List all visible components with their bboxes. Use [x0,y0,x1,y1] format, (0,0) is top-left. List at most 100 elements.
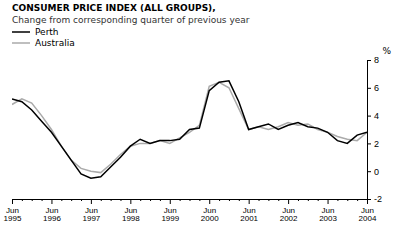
x-tick [229,199,230,201]
x-tick-mark [318,199,319,201]
x-tick-label: Jun1996 [43,206,61,224]
x-tick-label: Jun1997 [82,206,100,224]
x-tick-mark [91,199,92,204]
x-tick [22,199,23,201]
y-tick-mark [367,143,371,144]
x-tick-label: Jun2000 [201,206,219,224]
x-tick [150,199,151,201]
x-tick-mark [180,199,181,201]
x-tick [42,199,43,201]
legend-item: Australia [12,38,75,48]
x-tick-label: Jun1998 [122,206,140,224]
x-tick [140,199,141,201]
lines [12,81,367,178]
x-tick-mark [130,199,131,204]
plot: -2 0 2 4 6 8 Jun1995 Jun1996 Jun1997 Jun1998 Jun19… [4,55,382,223]
x-tick: Jun2002 [280,199,298,223]
x-tick-mark [190,199,191,201]
x-tick-mark [42,199,43,201]
x-tick: Jun2004 [359,199,377,223]
y-tick: -2 [367,194,382,204]
x-tick [268,199,269,201]
x-tick-mark [268,199,269,201]
y-label: % [382,46,391,56]
x-tick-mark [347,199,348,201]
x-tick-mark [357,199,358,201]
x-tick [357,199,358,201]
x-tick [298,199,299,201]
x-tick [239,199,240,201]
x-tick-label: Jun1995 [4,206,22,224]
x-tick [101,199,102,201]
y-tick: 4 [367,111,379,121]
x-tick [71,199,72,201]
x-tick [111,199,112,201]
x-tick-label: Jun2002 [280,206,298,224]
x-tick: Jun1998 [122,199,140,223]
x-tick: Jun1996 [43,199,61,223]
x-tick-mark [160,199,161,201]
x-tick: Jun1995 [4,199,22,223]
x-tick [219,199,220,201]
y-tick: 2 [367,139,379,149]
x-tick-mark [51,199,52,204]
y-tick-mark [367,88,371,89]
y-tick-label: 2 [374,139,379,149]
y-tick-mark [367,60,371,61]
chart: CONSUMER PRICE INDEX (ALL GROUPS), Change… [0,0,397,227]
x-tick [32,199,33,201]
x-tick [337,199,338,201]
x-axis-line [13,200,368,205]
legend-label: Perth [35,27,59,37]
subtitle: Change from corresponding quarter of pre… [12,15,250,25]
x-tick-mark [298,199,299,201]
x-tick-mark [120,199,121,201]
y-tick-label: 6 [374,83,379,93]
x-tick [199,199,200,201]
y-tick-label: 8 [374,55,379,65]
x-tick [308,199,309,201]
x-tick-label: Jun1999 [161,206,179,224]
y-tick: 6 [367,83,379,93]
x-tick-mark [170,199,171,204]
x-tick: Jun2001 [240,199,258,223]
x-tick [160,199,161,201]
x-tick-mark [32,199,33,201]
y-tick-label: 4 [374,111,379,121]
x-tick [120,199,121,201]
x-tick-mark [278,199,279,201]
x-tick: Jun2003 [319,199,337,223]
x-tick-label: Jun2003 [319,206,337,224]
y-tick: 0 [367,167,379,177]
x-tick-mark [308,199,309,201]
x-tick-mark [328,199,329,204]
legend-item: Perth [12,27,59,37]
x-tick-mark [219,199,220,201]
x-tick-mark [81,199,82,201]
y-tick: 8 [367,55,379,65]
x-tick-label: Jun2001 [240,206,258,224]
x-tick-mark [101,199,102,201]
x-tick [61,199,62,201]
x-tick: Jun1997 [82,199,100,223]
x-tick-mark [259,199,260,201]
x-tick-mark [239,199,240,201]
x-tick-mark [111,199,112,201]
x-tick-mark [71,199,72,201]
x-tick [180,199,181,201]
x-tick-mark [337,199,338,201]
series-line [12,81,367,178]
x-tick-mark [209,199,210,204]
x-tick: Jun2000 [201,199,219,223]
title: CONSUMER PRICE INDEX (ALL GROUPS), [12,3,216,13]
legend-label: Australia [35,38,75,48]
x-tick [347,199,348,201]
y-axis: -2 0 2 4 6 8 [367,55,382,204]
x-tick-mark [12,199,13,204]
y-axis-line [368,61,372,200]
x-tick: Jun1999 [161,199,179,223]
x-tick-mark [61,199,62,201]
x-tick-label: Jun2004 [359,206,377,224]
legend-swatch [12,31,30,33]
x-tick-mark [367,199,368,204]
